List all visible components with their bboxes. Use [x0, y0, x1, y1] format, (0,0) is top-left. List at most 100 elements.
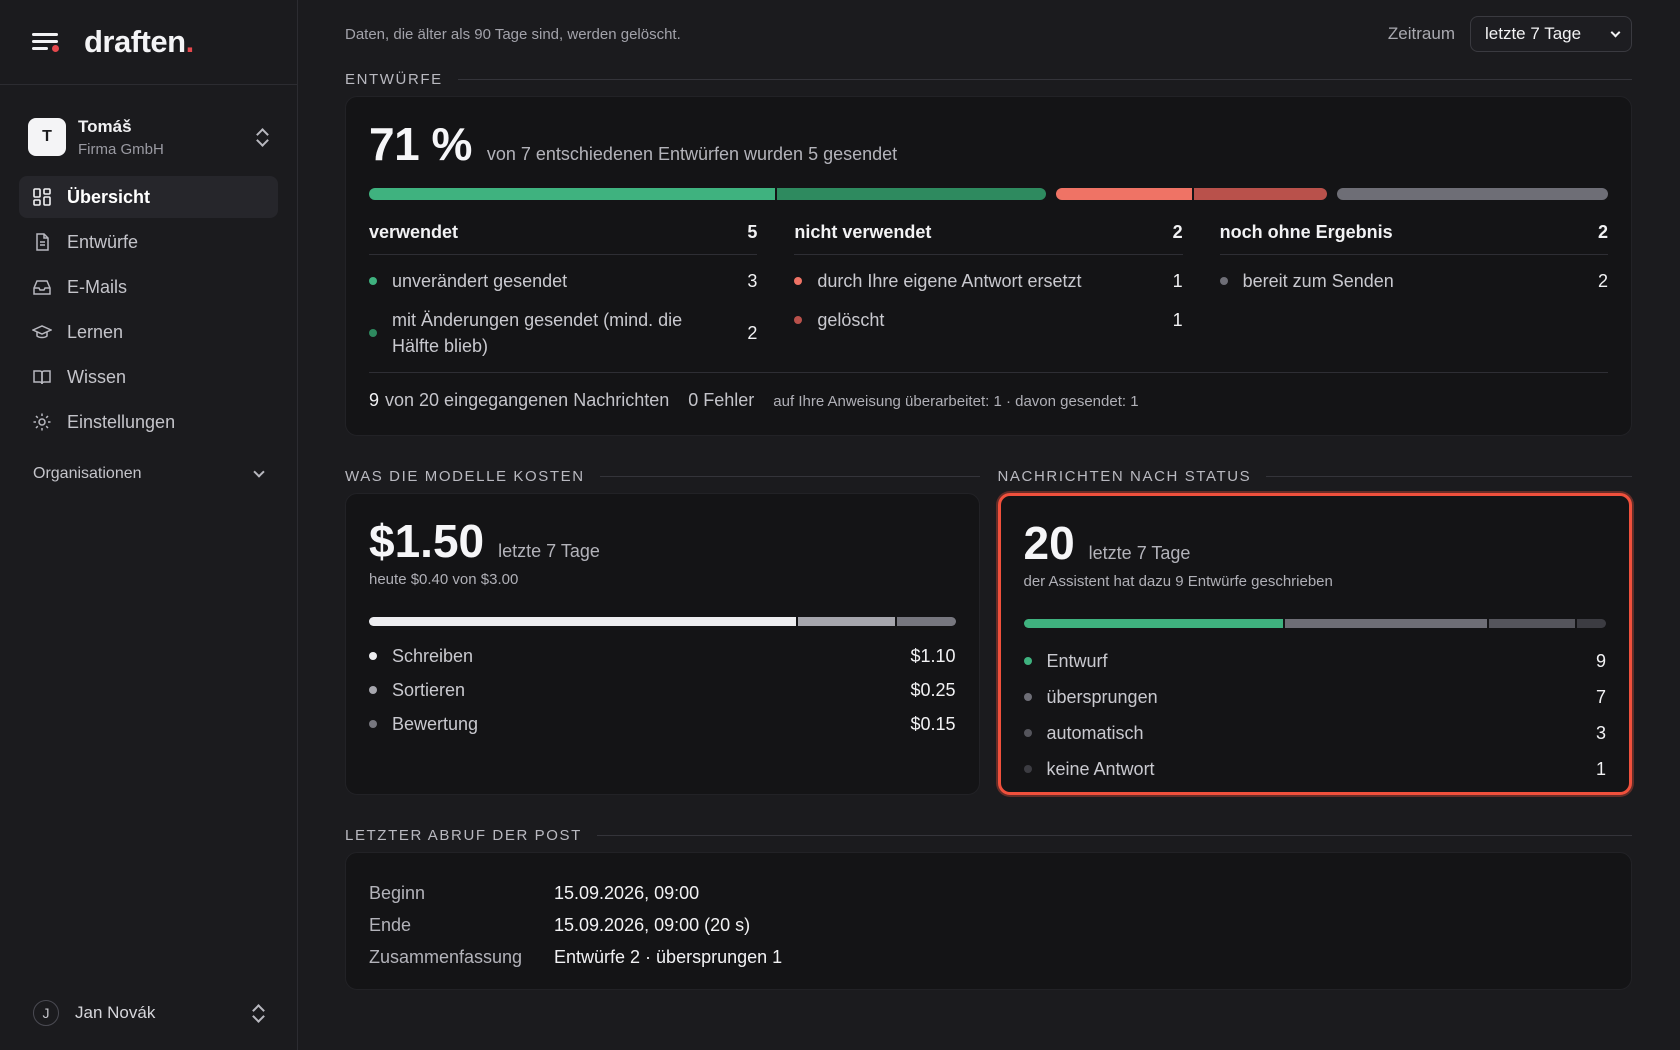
post-row-end: Ende 15.09.2026, 09:00 (20 s) [369, 914, 751, 935]
nav-item-emails[interactable]: E-Mails [19, 266, 278, 308]
range-picker: Zeitraum letzte 7 Tage [1388, 16, 1632, 52]
account-name: Tomáš [78, 116, 132, 136]
bar-segment [1486, 619, 1576, 628]
revised-info: auf Ihre Anweisung überarbeitet: 1 · dav… [773, 393, 1139, 410]
chevron-up-down-icon [251, 1003, 265, 1023]
user-menu[interactable]: J Jan Novák [33, 1000, 265, 1026]
cost-period: letzte 7 Tage [498, 541, 600, 561]
drafts-row-label: durch Ihre eigene Antwort ersetzt [794, 268, 1081, 294]
row-text: durch Ihre eigene Antwort ersetzt [817, 271, 1082, 291]
drafts-column-header: nicht verwendet 2 [794, 222, 1183, 255]
item-text: übersprungen [1046, 686, 1158, 707]
bullet-dot [1023, 693, 1032, 701]
user-name: Jan Novák [75, 1003, 156, 1022]
item-text: Schreiben [392, 645, 474, 666]
row-value: 1 [1172, 270, 1183, 291]
nav-item-overview[interactable]: Übersicht [19, 176, 278, 218]
drafts-summary: von 7 entschiedenen Entwürfen wurden 5 g… [486, 144, 898, 164]
bullet-dot [794, 277, 803, 285]
drafts-row: bereit zum Senden 2 [1219, 268, 1608, 294]
column-title: noch ohne Ergebnis [1219, 222, 1393, 242]
range-value: letzte 7 Tage [1485, 24, 1582, 43]
drafts-row: mit Änderungen gesendet (mind. die Hälft… [369, 307, 757, 359]
section-header-drafts: Entwürfe [345, 68, 1632, 90]
list-item: automatisch 3 [1023, 715, 1606, 751]
dashboard-icon [32, 187, 52, 207]
drafts-row-label: mit Änderungen gesendet (mind. die Hälft… [369, 307, 722, 359]
item-value: $0.25 [910, 679, 956, 700]
item-value: $0.15 [910, 713, 956, 734]
account-switcher[interactable]: T Tomáš Firma GmbH [0, 104, 297, 170]
column-title: nicht verwendet [794, 222, 932, 242]
bullet-dot [369, 329, 377, 337]
nav-label: Wissen [67, 366, 127, 387]
graduation-cap-icon [32, 322, 52, 342]
row-value: 2 [1597, 270, 1608, 291]
bar-segment [1023, 619, 1283, 628]
received-text: von 20 eingegangenen Nachrichten [385, 390, 670, 410]
bullet-dot [369, 720, 377, 728]
main-nav: Übersicht Entwürfe E-Mails Lernen [0, 176, 297, 443]
item-text: automatisch [1046, 722, 1144, 743]
account-avatar: T [28, 118, 66, 156]
list-item-label: Schreiben [369, 646, 473, 667]
item-value: 3 [1595, 722, 1606, 743]
nav-item-drafts[interactable]: Entwürfe [19, 221, 278, 263]
range-select[interactable]: letzte 7 Tage [1470, 16, 1632, 52]
item-value: $1.10 [910, 645, 956, 666]
row-text: mit Änderungen gesendet (mind. die Hälft… [392, 310, 683, 356]
topbar: Daten, die älter als 90 Tage sind, werde… [345, 0, 1632, 68]
range-label: Zeitraum [1387, 24, 1455, 43]
nav-item-learn[interactable]: Lernen [19, 311, 278, 353]
nav-label: Lernen [67, 321, 124, 342]
list-item: Sortieren $0.25 [369, 673, 956, 707]
status-list: Entwurf 9 übersprungen 7 automatisch 3 keine A… [1023, 643, 1606, 787]
received-count: 9 [369, 390, 380, 410]
column-title: verwendet [369, 222, 459, 242]
drafts-row: durch Ihre eigene Antwort ersetzt 1 [794, 268, 1183, 294]
chevron-down-icon [1610, 27, 1621, 37]
drafts-row-label: gelöscht [794, 307, 884, 333]
nav-item-settings[interactable]: Einstellungen [19, 401, 278, 443]
drafts-footer: 9 von 20 eingegangenen Nachrichten 0 Feh… [369, 372, 1608, 411]
drafts-row: unverändert gesendet 3 [369, 268, 757, 294]
list-item: Bewertung $0.15 [369, 707, 956, 741]
organizations-toggle[interactable]: Organisationen [33, 465, 265, 483]
item-text: Sortieren [392, 679, 466, 700]
drafts-bar-part [1337, 188, 1608, 200]
drafts-column: noch ohne Ergebnis 2 bereit zum Senden 2 [1219, 222, 1608, 359]
organizations-label: Organisationen [33, 465, 142, 482]
bullet-dot [1023, 657, 1032, 665]
nav-item-knowledge[interactable]: Wissen [19, 356, 278, 398]
drafts-row: gelöscht 1 [794, 307, 1183, 333]
user-avatar: J [33, 1000, 59, 1026]
section-header-status: Nachrichten nach Status [998, 465, 1632, 487]
brand-logo[interactable]: draften. [84, 24, 194, 59]
brand-header: draften. [0, 0, 297, 85]
row-value: 3 [747, 270, 758, 291]
list-item: Schreiben $1.10 [369, 639, 956, 673]
row-value: 1 [1172, 309, 1183, 330]
bar-segment [895, 617, 956, 626]
account-company: Firma GmbH [78, 140, 164, 158]
chevron-up-down-icon [255, 127, 269, 147]
list-item-label: Bewertung [369, 714, 478, 735]
drafts-percent: 71 % [369, 118, 472, 170]
list-item: Entwurf 9 [1023, 643, 1606, 679]
status-bar [1023, 619, 1606, 628]
menu-icon[interactable] [32, 31, 60, 53]
status-period: letzte 7 Tage [1088, 543, 1191, 563]
section-header-post: Letzter Abruf der Post [345, 824, 1632, 846]
list-item-label: automatisch [1023, 722, 1144, 744]
row-text: bereit zum Senden [1242, 271, 1394, 291]
book-icon [32, 367, 52, 387]
drafts-bar-part [1191, 188, 1328, 200]
cost-total: $1.50 [369, 515, 485, 567]
status-card: 20 letzte 7 Tage der Assistent hat dazu … [997, 493, 1632, 795]
column-total: 2 [1597, 222, 1608, 242]
row-value: 2 [747, 322, 758, 343]
nav-label: Übersicht [67, 186, 151, 207]
drafts-progress-bar [369, 188, 1608, 200]
drafts-card: 71 % von 7 entschiedenen Entwürfen wurde… [345, 96, 1632, 436]
